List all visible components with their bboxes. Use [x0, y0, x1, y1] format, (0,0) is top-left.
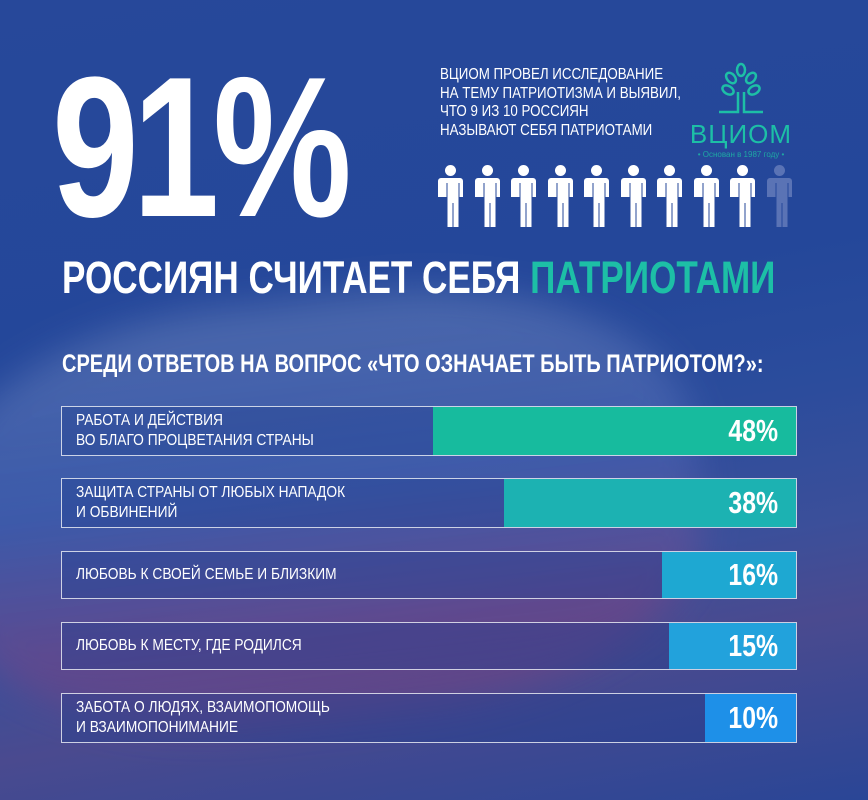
person-pictogram [438, 165, 792, 227]
person-icon [657, 165, 682, 227]
person-icon [730, 165, 755, 227]
person-icon [584, 165, 609, 227]
bar [668, 623, 796, 669]
bar-row: ЗАБОТА О ЛЮДЯХ, ВЗАИМОПОМОЩЬ И ВЗАИМОПОНИ… [61, 693, 797, 743]
bar-row: ЛЮБОВЬ К СВОЕЙ СЕМЬЕ И БЛИЗКИМ 16% [61, 551, 797, 599]
bar-row: РАБОТА И ДЕЙСТВИЯ ВО БЛАГО ПРОЦВЕТАНИЯ СТ… [61, 406, 797, 456]
person-icon [474, 165, 500, 227]
logo-tagline: • Основан в 1987 году • [697, 150, 785, 159]
logo-name: ВЦИОМ [689, 119, 793, 149]
bar-value-label: 10% [728, 700, 778, 735]
intro-line: НА ТЕМУ ПАТРИОТИЗМА И ВЫЯВИЛ, [440, 84, 681, 102]
headline-accent: ПАТРИОТАМИ [530, 252, 776, 303]
intro-line: НАЗЫВАЮТ СЕБЯ ПАТРИОТАМИ [440, 121, 653, 139]
headline: РОССИЯН СЧИТАЕТ СЕБЯ ПАТРИОТАМИ [62, 252, 775, 304]
bar-label: ЛЮБОВЬ К СВОЕЙ СЕМЬЕ И БЛИЗКИМ [76, 565, 337, 585]
bar-label-line: ЛЮБОВЬ К СВОЕЙ СЕМЬЕ И БЛИЗКИМ [76, 566, 337, 583]
person-icon [620, 165, 646, 227]
bar-label: ЛЮБОВЬ К МЕСТУ, ГДЕ РОДИЛСЯ [76, 636, 302, 656]
person-icon [547, 165, 573, 227]
hero-percentage: 91% [52, 36, 352, 259]
bar-label-line: ВО БЛАГО ПРОЦВЕТАНИЯ СТРАНЫ [76, 432, 314, 449]
intro-text: ВЦИОМ ПРОВЕЛ ИССЛЕДОВАНИЕ НА ТЕМУ ПАТРИО… [440, 66, 715, 140]
vciom-logo: ВЦИОМ • Основан в 1987 году • [685, 62, 797, 159]
bar [432, 407, 796, 455]
bar-label-line: РАБОТА И ДЕЙСТВИЯ [76, 412, 223, 429]
bar-label-line: ЗАЩИТА СТРАНЫ ОТ ЛЮБЫХ НАПАДОК [76, 484, 346, 501]
bar [504, 479, 796, 527]
chart-title: СРЕДИ ОТВЕТОВ НА ВОПРОС «ЧТО ОЗНАЧАЕТ БЫ… [62, 350, 764, 378]
bar-label-line: ЗАБОТА О ЛЮДЯХ, ВЗАИМОПОМОЩЬ [76, 699, 330, 716]
intro-line: ВЦИОМ ПРОВЕЛ ИССЛЕДОВАНИЕ [440, 66, 664, 83]
bar-label-line: ЛЮБОВЬ К МЕСТУ, ГДЕ РОДИЛСЯ [76, 637, 302, 654]
tree-logo-icon [719, 62, 763, 114]
bar-label-line: И ВЗАИМОПОНИМАНИЕ [76, 719, 239, 736]
bar [661, 552, 796, 598]
person-icon [438, 165, 463, 227]
intro-line: ЧТО 9 ИЗ 10 РОССИЯН [440, 103, 589, 120]
bar-value-label: 15% [728, 628, 778, 663]
person-icon [511, 165, 536, 227]
bar-label-line: И ОБВИНЕНИЙ [76, 504, 178, 521]
bar-label: РАБОТА И ДЕЙСТВИЯ ВО БЛАГО ПРОЦВЕТАНИЯ СТ… [76, 411, 314, 451]
person-icon [693, 165, 719, 227]
bar-row: ЛЮБОВЬ К МЕСТУ, ГДЕ РОДИЛСЯ 15% [61, 622, 797, 670]
bar-value-label: 48% [728, 413, 778, 448]
bar-label: ЗАБОТА О ЛЮДЯХ, ВЗАИМОПОМОЩЬ И ВЗАИМОПОНИ… [76, 698, 330, 738]
bar-value-label: 16% [728, 557, 778, 592]
bar-row: ЗАЩИТА СТРАНЫ ОТ ЛЮБЫХ НАПАДОК И ОБВИНЕНИ… [61, 478, 797, 528]
person-icon [766, 165, 792, 227]
bar [704, 694, 796, 742]
bar-label: ЗАЩИТА СТРАНЫ ОТ ЛЮБЫХ НАПАДОК И ОБВИНЕНИ… [76, 483, 345, 523]
headline-main: РОССИЯН СЧИТАЕТ СЕБЯ [62, 252, 521, 303]
bar-value-label: 38% [728, 485, 778, 520]
